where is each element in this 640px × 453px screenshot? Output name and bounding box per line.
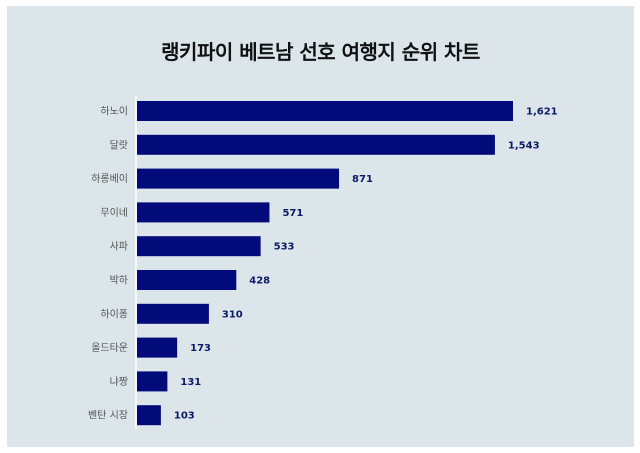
bar-chart: 하노이 1,621 달랏 1,543 하롱베이 871 무이네 571 사파 533 박하 428 하이… xyxy=(88,96,558,429)
bar xyxy=(137,337,178,358)
data-label: 310 xyxy=(222,309,243,320)
bar xyxy=(137,371,168,392)
bar xyxy=(137,202,270,223)
category-label: 냐짱 xyxy=(110,376,128,388)
category-label: 올드타운 xyxy=(91,342,128,354)
category-label: 하노이 xyxy=(100,105,128,118)
data-label: 871 xyxy=(352,174,373,185)
data-label: 103 xyxy=(174,411,195,422)
bar xyxy=(137,405,161,426)
bar xyxy=(137,168,340,189)
category-label: 하롱베이 xyxy=(91,172,128,185)
chart-frame: 랭키파이 베트남 선호 여행지 순위 차트 하노이 1,621 달랏 1,543 하롱베… xyxy=(7,6,634,447)
data-label: 173 xyxy=(190,343,211,354)
category-label: 사파 xyxy=(110,241,128,253)
bar xyxy=(137,236,261,257)
bar xyxy=(137,101,513,121)
data-label: 571 xyxy=(282,208,303,219)
category-label: 달랏 xyxy=(110,139,128,151)
data-label: 131 xyxy=(180,377,201,388)
chart-title: 랭키파이 베트남 선호 여행지 순위 차트 xyxy=(161,40,480,64)
data-label: 533 xyxy=(274,242,295,253)
bar xyxy=(137,303,209,324)
category-label: 벤탄 시장 xyxy=(88,410,128,422)
bar xyxy=(137,134,495,155)
data-label: 428 xyxy=(249,276,270,287)
data-label: 1,543 xyxy=(508,140,540,151)
category-label: 박하 xyxy=(110,274,128,287)
data-label: 1,621 xyxy=(526,107,558,118)
category-label: 무이네 xyxy=(100,207,128,219)
category-label: 하이퐁 xyxy=(100,307,128,320)
bar xyxy=(137,270,237,290)
